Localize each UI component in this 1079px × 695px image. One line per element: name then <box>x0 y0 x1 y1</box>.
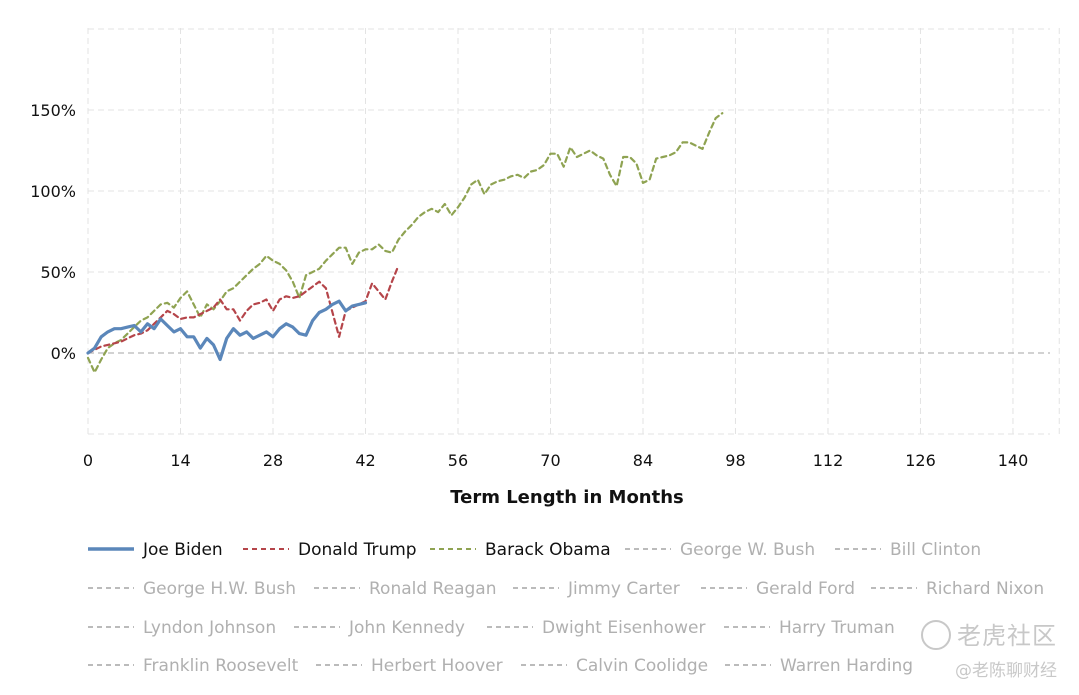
legend-item-barack-obama[interactable]: Barack Obama <box>430 540 611 560</box>
x-tick-label: 56 <box>448 451 468 470</box>
x-tick-label: 112 <box>813 451 844 470</box>
series-lines <box>86 112 724 374</box>
legend-label: Dwight Eisenhower <box>542 618 705 638</box>
legend-label: Herbert Hoover <box>371 656 503 676</box>
legend-item-herbert-hoover[interactable]: Herbert Hoover <box>316 656 503 676</box>
x-tick-label: 84 <box>633 451 653 470</box>
legend-label: Lyndon Johnson <box>143 618 276 638</box>
legend-label: Donald Trump <box>298 540 417 560</box>
grid-lines <box>87 28 1060 435</box>
legend-label: George H.W. Bush <box>143 579 296 599</box>
legend-item-calvin-coolidge[interactable]: Calvin Coolidge <box>521 656 708 676</box>
x-tick-label: 70 <box>540 451 560 470</box>
tiger-logo-icon <box>921 620 951 650</box>
x-tick-label: 98 <box>725 451 745 470</box>
y-tick-label: 100% <box>30 182 76 201</box>
watermark-handle: @老陈聊财经 <box>955 661 1057 681</box>
legend-label: Calvin Coolidge <box>576 656 708 676</box>
watermark-logo-text: 老虎社区 <box>957 622 1057 650</box>
x-tick-label: 42 <box>355 451 375 470</box>
x-tick-label: 14 <box>170 451 190 470</box>
legend-label: Warren Harding <box>780 656 913 676</box>
legend-item-bill-clinton[interactable]: Bill Clinton <box>835 540 981 560</box>
legend-item-joe-biden[interactable]: Joe Biden <box>88 540 223 560</box>
legend-item-franklin-roosevelt[interactable]: Franklin Roosevelt <box>88 656 299 676</box>
watermark-logo: 老虎社区 <box>921 616 1057 652</box>
legend-label: John Kennedy <box>348 618 465 638</box>
legend-label: Gerald Ford <box>756 579 855 599</box>
legend: Joe Biden Donald Trump Barack Obama George … <box>88 540 1044 676</box>
legend-label: Jimmy Carter <box>567 579 680 599</box>
x-axis-title: Term Length in Months <box>450 487 684 508</box>
legend-item-jimmy-carter[interactable]: Jimmy Carter <box>513 579 680 599</box>
legend-label: Richard Nixon <box>926 579 1044 599</box>
x-axis-tick-labels: 0 14 28 42 56 70 84 98 112 126 140 <box>83 451 1028 470</box>
x-tick-label: 140 <box>998 451 1029 470</box>
y-tick-label: 0% <box>51 344 76 363</box>
x-tick-label: 0 <box>83 451 93 470</box>
legend-item-ronald-reagan[interactable]: Ronald Reagan <box>314 579 496 599</box>
legend-item-gerald-ford[interactable]: Gerald Ford <box>701 579 855 599</box>
legend-label: Joe Biden <box>142 540 223 560</box>
x-tick-label: 28 <box>263 451 283 470</box>
legend-item-john-kennedy[interactable]: John Kennedy <box>294 618 465 638</box>
legend-label: George W. Bush <box>680 540 815 560</box>
legend-item-george-h-w-bush[interactable]: George H.W. Bush <box>88 579 296 599</box>
legend-label: Franklin Roosevelt <box>143 656 299 676</box>
legend-label: Bill Clinton <box>890 540 981 560</box>
legend-item-warren-harding[interactable]: Warren Harding <box>725 656 913 676</box>
y-tick-label: 50% <box>40 263 76 282</box>
watermark: 老虎社区 @老陈聊财经 <box>905 616 1075 686</box>
legend-item-george-w-bush[interactable]: George W. Bush <box>625 540 815 560</box>
legend-label: Ronald Reagan <box>369 579 496 599</box>
y-axis-tick-labels: 0% 50% 100% 150% <box>30 101 76 363</box>
y-tick-label: 150% <box>30 101 76 120</box>
series-line-joe-biden <box>86 299 368 362</box>
legend-label: Barack Obama <box>485 540 611 560</box>
series-line-barack-obama <box>86 112 724 374</box>
legend-item-harry-truman[interactable]: Harry Truman <box>724 618 895 638</box>
x-tick-label: 126 <box>905 451 936 470</box>
legend-item-donald-trump[interactable]: Donald Trump <box>243 540 417 560</box>
legend-item-dwight-eisenhower[interactable]: Dwight Eisenhower <box>487 618 705 638</box>
legend-label: Harry Truman <box>779 618 895 638</box>
legend-item-lyndon-johnson[interactable]: Lyndon Johnson <box>88 618 276 638</box>
legend-item-richard-nixon[interactable]: Richard Nixon <box>871 579 1044 599</box>
